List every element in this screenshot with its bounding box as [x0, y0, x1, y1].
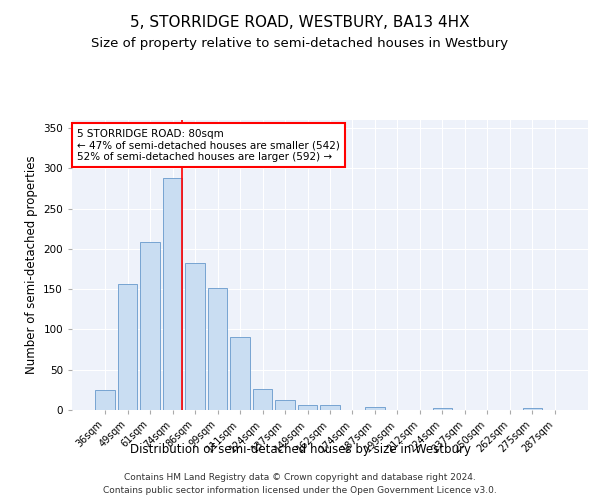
- Bar: [185, 262, 205, 410]
- Bar: [320, 405, 340, 410]
- Bar: [208, 288, 227, 410]
- Text: Size of property relative to semi-detached houses in Westbury: Size of property relative to semi-detach…: [91, 38, 509, 51]
- Bar: [118, 284, 137, 410]
- Y-axis label: Number of semi-detached properties: Number of semi-detached properties: [25, 156, 38, 374]
- Text: 5 STORRIDGE ROAD: 80sqm
← 47% of semi-detached houses are smaller (542)
52% of s: 5 STORRIDGE ROAD: 80sqm ← 47% of semi-de…: [77, 128, 340, 162]
- Bar: [230, 336, 250, 410]
- Bar: [365, 407, 385, 410]
- Bar: [523, 408, 542, 410]
- Bar: [140, 242, 160, 410]
- Bar: [253, 389, 272, 410]
- Text: Contains public sector information licensed under the Open Government Licence v3: Contains public sector information licen…: [103, 486, 497, 495]
- Text: Contains HM Land Registry data © Crown copyright and database right 2024.: Contains HM Land Registry data © Crown c…: [124, 472, 476, 482]
- Bar: [275, 400, 295, 410]
- Text: 5, STORRIDGE ROAD, WESTBURY, BA13 4HX: 5, STORRIDGE ROAD, WESTBURY, BA13 4HX: [130, 15, 470, 30]
- Bar: [433, 408, 452, 410]
- Text: Distribution of semi-detached houses by size in Westbury: Distribution of semi-detached houses by …: [130, 442, 470, 456]
- Bar: [298, 405, 317, 410]
- Bar: [95, 390, 115, 410]
- Bar: [163, 178, 182, 410]
